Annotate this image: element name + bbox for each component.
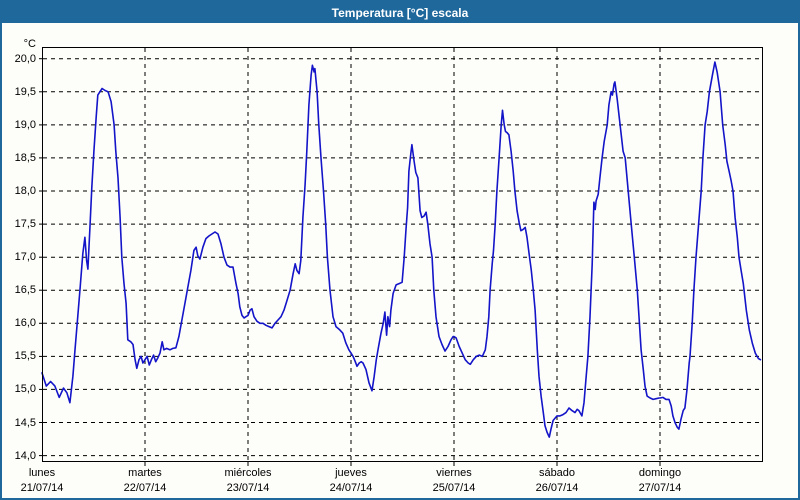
y-tick-label: 14,5 — [14, 417, 36, 429]
y-tick-label: 18,5 — [14, 152, 36, 164]
y-tick-label: 19,5 — [14, 86, 36, 98]
y-tick-label: 16,5 — [14, 284, 36, 296]
day-name: viernes — [436, 467, 472, 479]
x-day-label: martes 22/07/14 — [124, 466, 167, 496]
day-date: 25/07/14 — [432, 482, 476, 494]
y-tick-label: 15,5 — [14, 350, 36, 362]
plot-frame — [42, 47, 763, 462]
day-date: 22/07/14 — [123, 482, 167, 494]
x-day-label: sábado 26/07/14 — [536, 466, 579, 496]
temperature-line — [41, 61, 762, 438]
x-day-label: domingo 27/07/14 — [639, 466, 682, 496]
window-title: Temperatura [°C] escala — [331, 5, 469, 20]
temperature-plot — [39, 47, 763, 466]
day-name: lunes — [28, 467, 56, 479]
y-tick-label: 14,0 — [14, 450, 36, 462]
titlebar: Temperatura [°C] escala — [2, 2, 798, 23]
day-date: 24/07/14 — [329, 482, 373, 494]
day-date: 27/07/14 — [638, 482, 682, 494]
day-name: sábado — [538, 467, 576, 479]
x-day-label: miércoles 23/07/14 — [224, 466, 271, 496]
y-tick-label: 19,0 — [14, 119, 36, 131]
day-date: 23/07/14 — [226, 482, 270, 494]
y-tick-label: 16,0 — [14, 317, 36, 329]
y-axis-unit-label: °C — [23, 38, 36, 50]
day-date: 21/07/14 — [20, 482, 64, 494]
x-day-label: lunes 21/07/14 — [21, 466, 64, 496]
y-tick-label: 17,5 — [14, 218, 36, 230]
day-name: domingo — [638, 467, 682, 479]
day-name: miércoles — [224, 467, 272, 479]
y-tick-label: 20,0 — [14, 53, 36, 65]
x-day-label: viernes 25/07/14 — [433, 466, 476, 496]
y-tick-label: 15,0 — [14, 383, 36, 395]
chart-area: °C 20,0 19,5 19,0 18,5 18,0 17,5 17,0 16,5 16,0 1… — [2, 23, 798, 498]
y-tick-label: 18,0 — [14, 185, 36, 197]
x-day-label: jueves 24/07/14 — [330, 466, 373, 496]
day-name: martes — [128, 467, 162, 479]
day-date: 26/07/14 — [535, 482, 579, 494]
y-tick-label: 17,0 — [14, 251, 36, 263]
day-name: jueves — [335, 467, 367, 479]
